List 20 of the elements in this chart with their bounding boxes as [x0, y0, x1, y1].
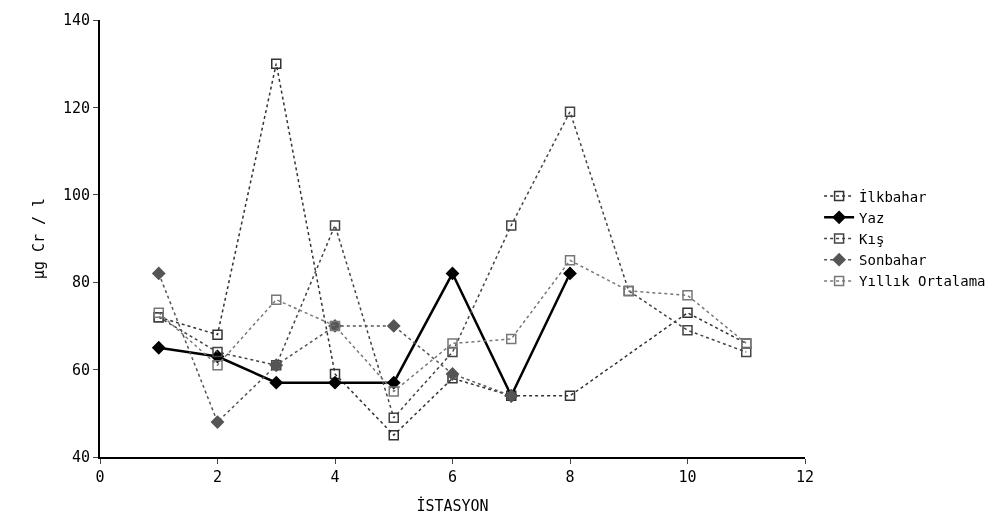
x-axis-title: İSTASYON [416, 495, 489, 515]
x-tick-label: 2 [212, 468, 223, 486]
x-tick-label: 12 [795, 468, 815, 486]
x-tick-label: 6 [447, 468, 458, 486]
legend-label: Yıllık Ortalama [859, 273, 986, 290]
legend-label: Sonbahar [859, 252, 927, 269]
y-tick-label: 100 [62, 186, 90, 205]
y-tick-label: 40 [71, 448, 90, 467]
x-tick-label: 8 [565, 468, 575, 486]
legend-label: İlkbahar [859, 187, 927, 205]
x-tick-label: 0 [95, 468, 105, 486]
y-tick-label: 60 [71, 360, 90, 379]
y-tick-label: 80 [71, 273, 90, 292]
x-tick-label: 4 [330, 468, 340, 486]
x-tick-label: 10 [678, 468, 697, 486]
y-tick-label: 140 [62, 11, 90, 30]
legend-label: Kış [859, 230, 885, 247]
y-axis-title: µg Cr / l [29, 197, 48, 280]
legend-label: Yaz [859, 209, 885, 226]
y-tick-label: 120 [62, 98, 90, 117]
